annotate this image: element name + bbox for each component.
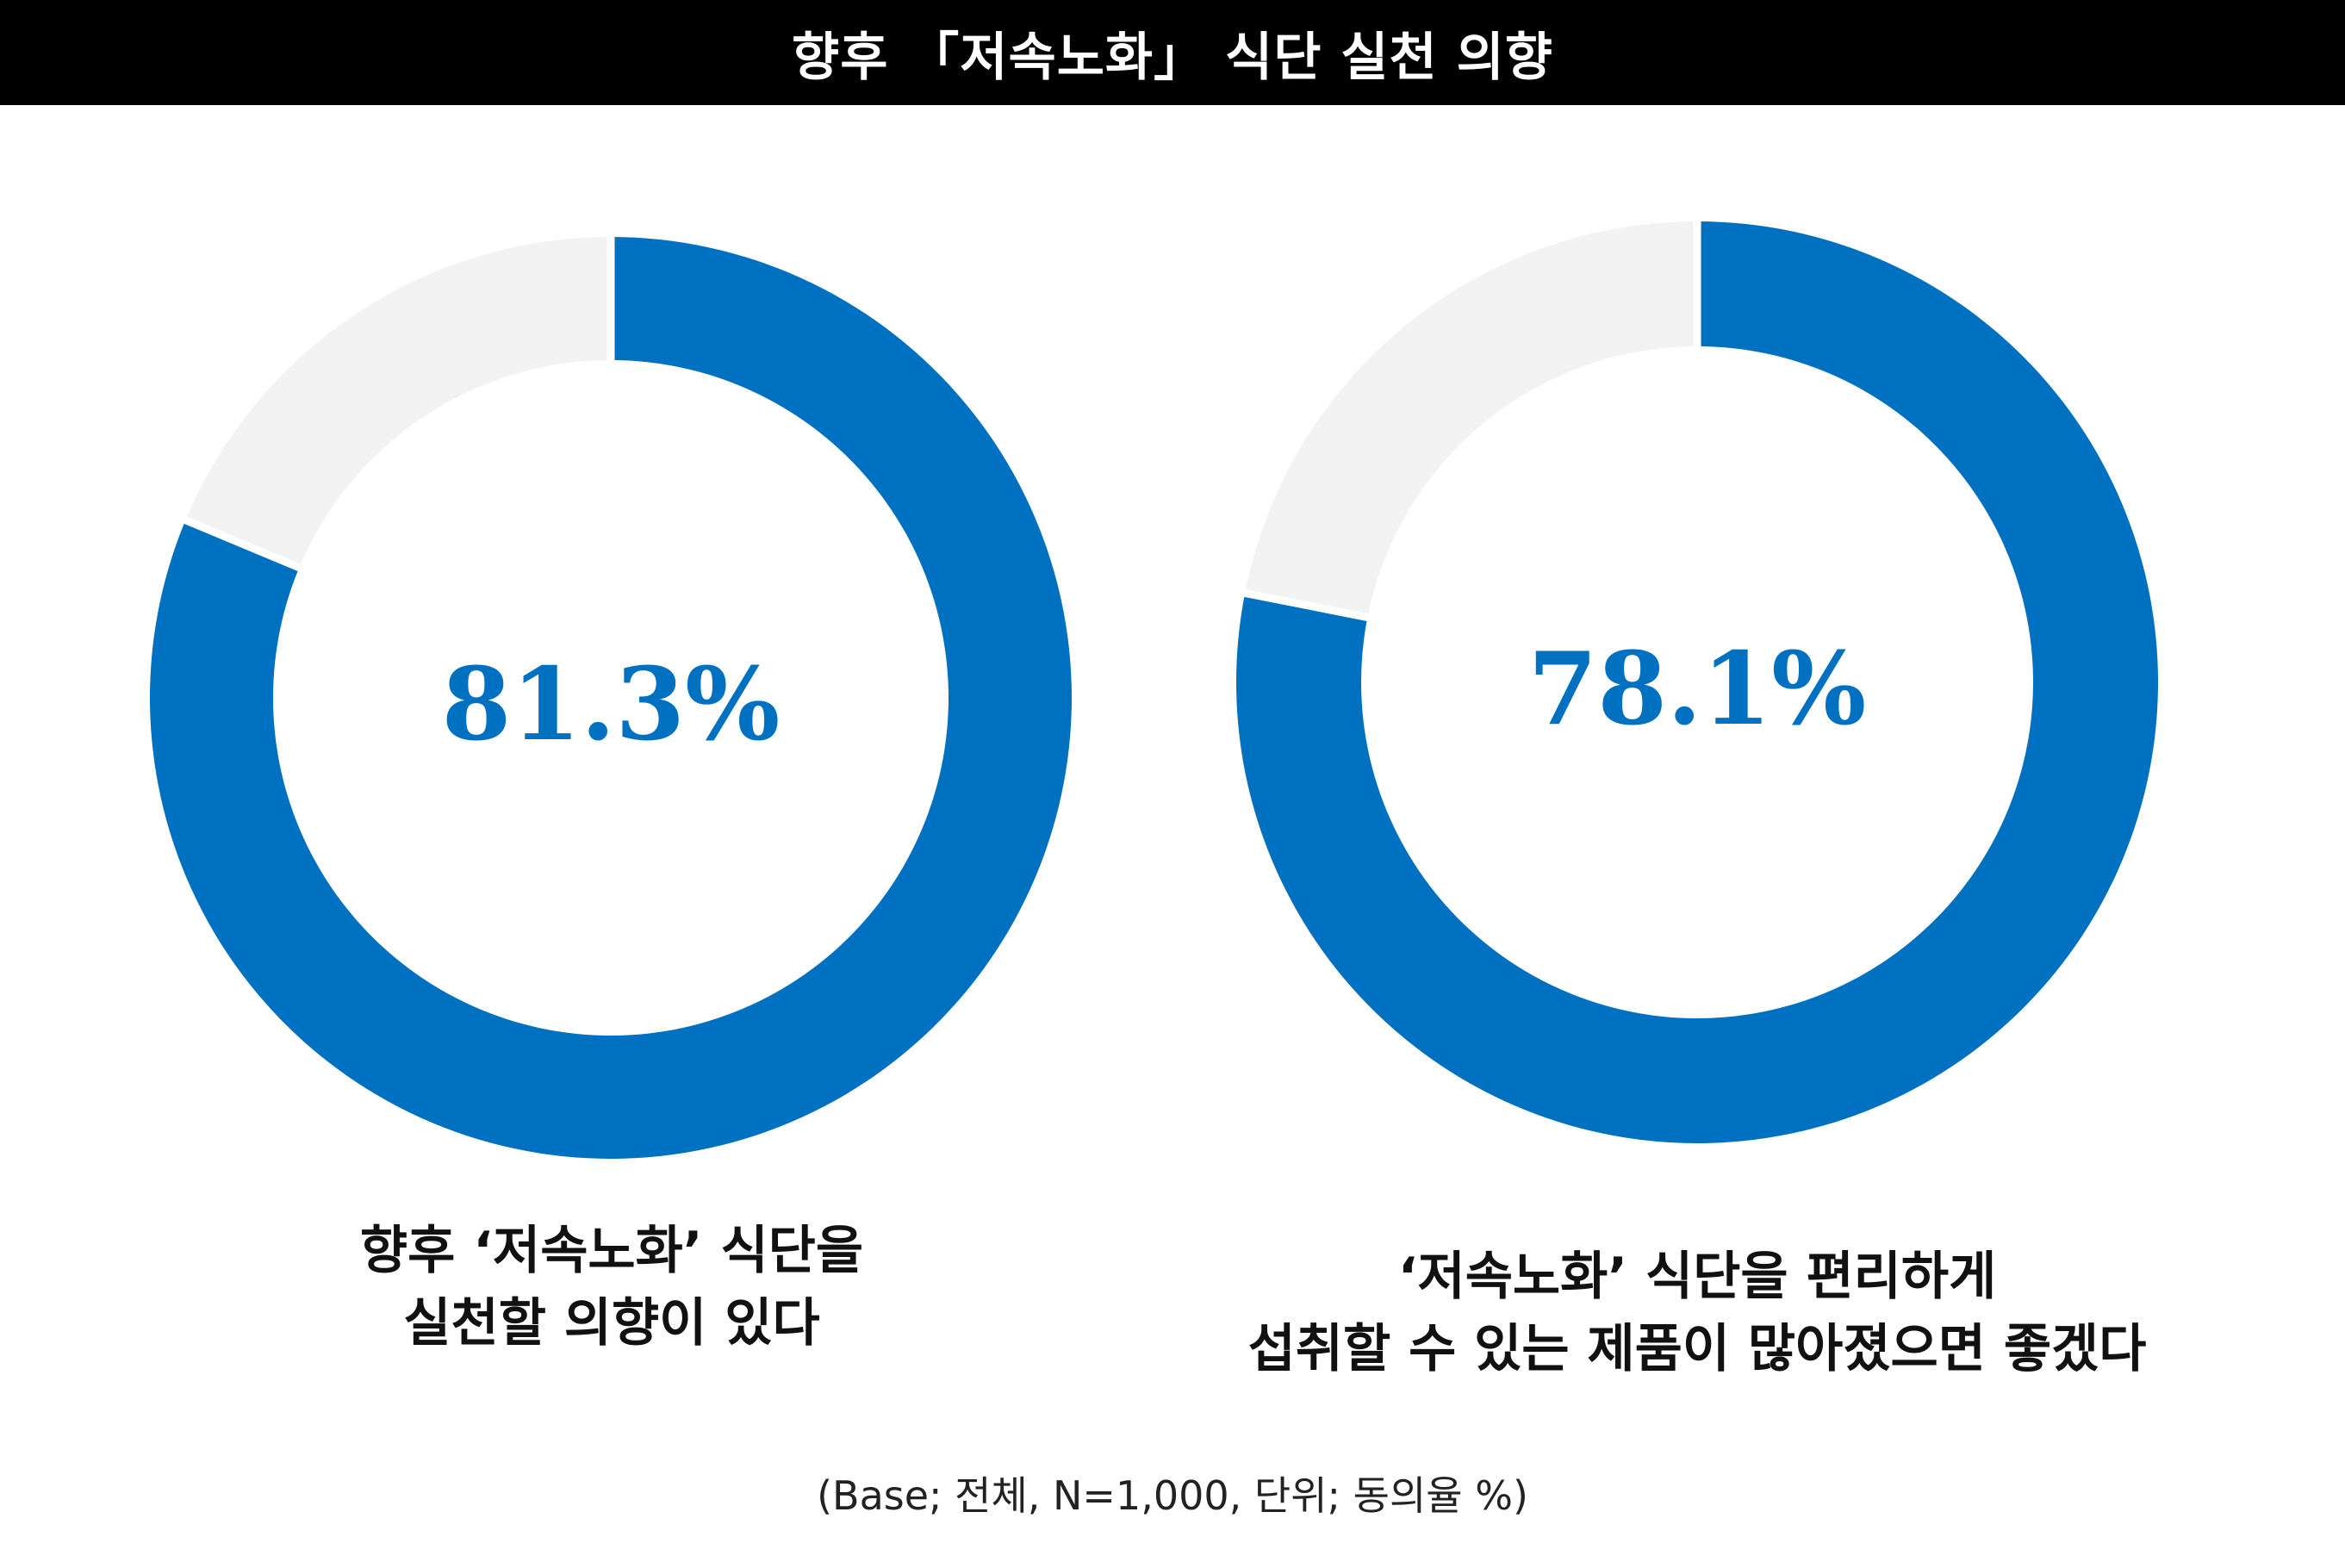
donut-1-separator-2 [182,515,302,572]
donut-1-center-value: 81.3% [442,646,781,763]
donut-2-separator-2 [1242,588,1371,622]
caption-left-line-2: 실천할 의향이 있다 [403,1293,820,1353]
footnote: (Base; 전체, N=1,000, 단위; 동의율 %) [817,1472,1528,1519]
caption-right: ‘저속노화’ 식단을 편리하게 섭취할 수 있는 제품이 많아졌으면 좋겠다 [1111,1241,2283,1385]
title-bar: 향후 「저속노화」 식단 실천 의향 [0,0,2345,105]
caption-left: 향후 ‘저속노화’ 식단을 실천할 의향이 있다 [112,1215,1111,1360]
donut-1-remainder-slice [185,237,611,568]
donut-2-center-value: 78.1% [1528,631,1867,748]
caption-right-line-1: ‘저속노화’ 식단을 편리하게 [1397,1247,1997,1307]
chart-title: 향후 「저속노화」 식단 실천 의향 [792,27,1553,88]
caption-left-line-1: 향후 ‘저속노화’ 식단을 [359,1221,864,1281]
donut-2-remainder-slice [1245,221,1697,618]
caption-right-line-2: 섭취할 수 있는 제품이 많아졌으면 좋겠다 [1247,1319,2147,1379]
